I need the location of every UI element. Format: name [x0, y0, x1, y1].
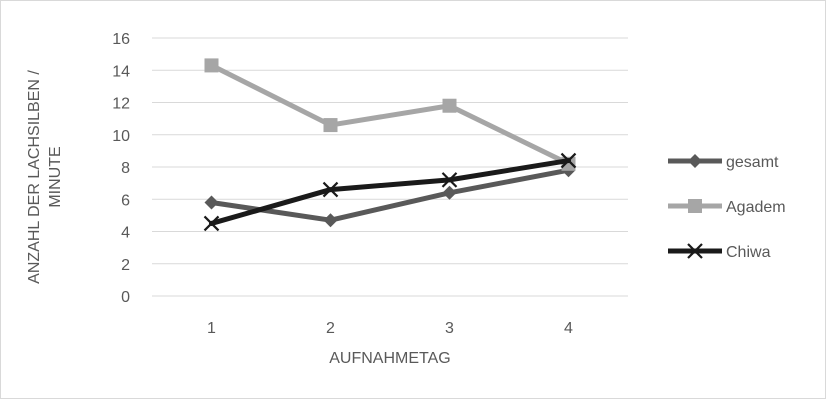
y-tick-label: 4	[121, 225, 130, 242]
series-line-gesamt	[209, 167, 571, 223]
data-point-chiwa-2	[322, 181, 339, 198]
series-agadem	[204, 58, 576, 171]
data-point-gesamt-3	[442, 185, 457, 200]
series-line-chiwa	[209, 158, 571, 226]
legend-label-agadem: Agadem	[726, 199, 786, 216]
x-axis-title: AUFNAHMETAG	[329, 350, 450, 367]
data-point-gesamt-1	[204, 195, 219, 210]
series-line-agadem	[209, 62, 571, 167]
data-point-chiwa-3-stroke-b	[441, 172, 458, 188]
y-tick-label: 14	[112, 63, 130, 80]
y-tick-label: 0	[121, 289, 130, 306]
legend-marker-chiwa-stroke-b	[687, 243, 703, 259]
data-point-chiwa-1-stroke-b	[203, 215, 220, 232]
legend-label-gesamt: gesamt	[726, 154, 779, 171]
data-point-chiwa-4	[560, 152, 577, 169]
x-tick-label: 1	[207, 320, 216, 337]
data-point-chiwa-4-stroke-b	[560, 152, 577, 169]
legend-label-chiwa: Chiwa	[726, 244, 771, 261]
y-tick-label: 16	[112, 31, 130, 48]
data-point-chiwa-3	[441, 172, 458, 188]
x-tick-label: 4	[564, 320, 573, 337]
y-axis-title: ANZAHL DER LACHSILBEN / MINUTE	[26, 70, 64, 284]
data-point-agadem-3	[442, 98, 457, 113]
y-tick-labels: 0 2 4 6 8 10 12 14 16	[112, 31, 130, 306]
legend-item-chiwa: Chiwa	[668, 243, 771, 261]
series-chiwa	[203, 152, 577, 232]
legend-marker-gesamt	[688, 154, 702, 168]
x-tick-labels: 1 2 3 4	[207, 320, 573, 337]
data-point-chiwa-2-stroke-b	[322, 181, 339, 198]
data-point-agadem-2	[323, 118, 338, 133]
legend: gesamt Agadem Chiwa	[668, 154, 786, 261]
x-tick-label: 2	[326, 320, 335, 337]
legend-marker-chiwa	[687, 243, 703, 259]
data-point-agadem-1	[204, 58, 219, 73]
series-gesamt	[204, 163, 576, 228]
legend-item-gesamt: gesamt	[668, 154, 779, 171]
gridlines	[152, 37, 628, 297]
y-tick-label: 6	[121, 192, 130, 209]
y-tick-label: 10	[112, 128, 130, 145]
legend-item-agadem: Agadem	[668, 199, 786, 216]
y-axis-title-line-1: ANZAHL DER LACHSILBEN /	[26, 70, 43, 284]
y-axis-title-line-2: MINUTE	[47, 146, 64, 207]
x-tick-label: 3	[445, 320, 454, 337]
y-tick-label: 8	[121, 160, 130, 177]
y-tick-label: 12	[112, 96, 130, 113]
data-point-gesamt-2	[323, 213, 338, 228]
series-layer	[203, 58, 577, 232]
data-point-chiwa-1	[203, 215, 220, 232]
y-tick-label: 2	[121, 257, 130, 274]
legend-marker-agadem	[688, 199, 702, 213]
